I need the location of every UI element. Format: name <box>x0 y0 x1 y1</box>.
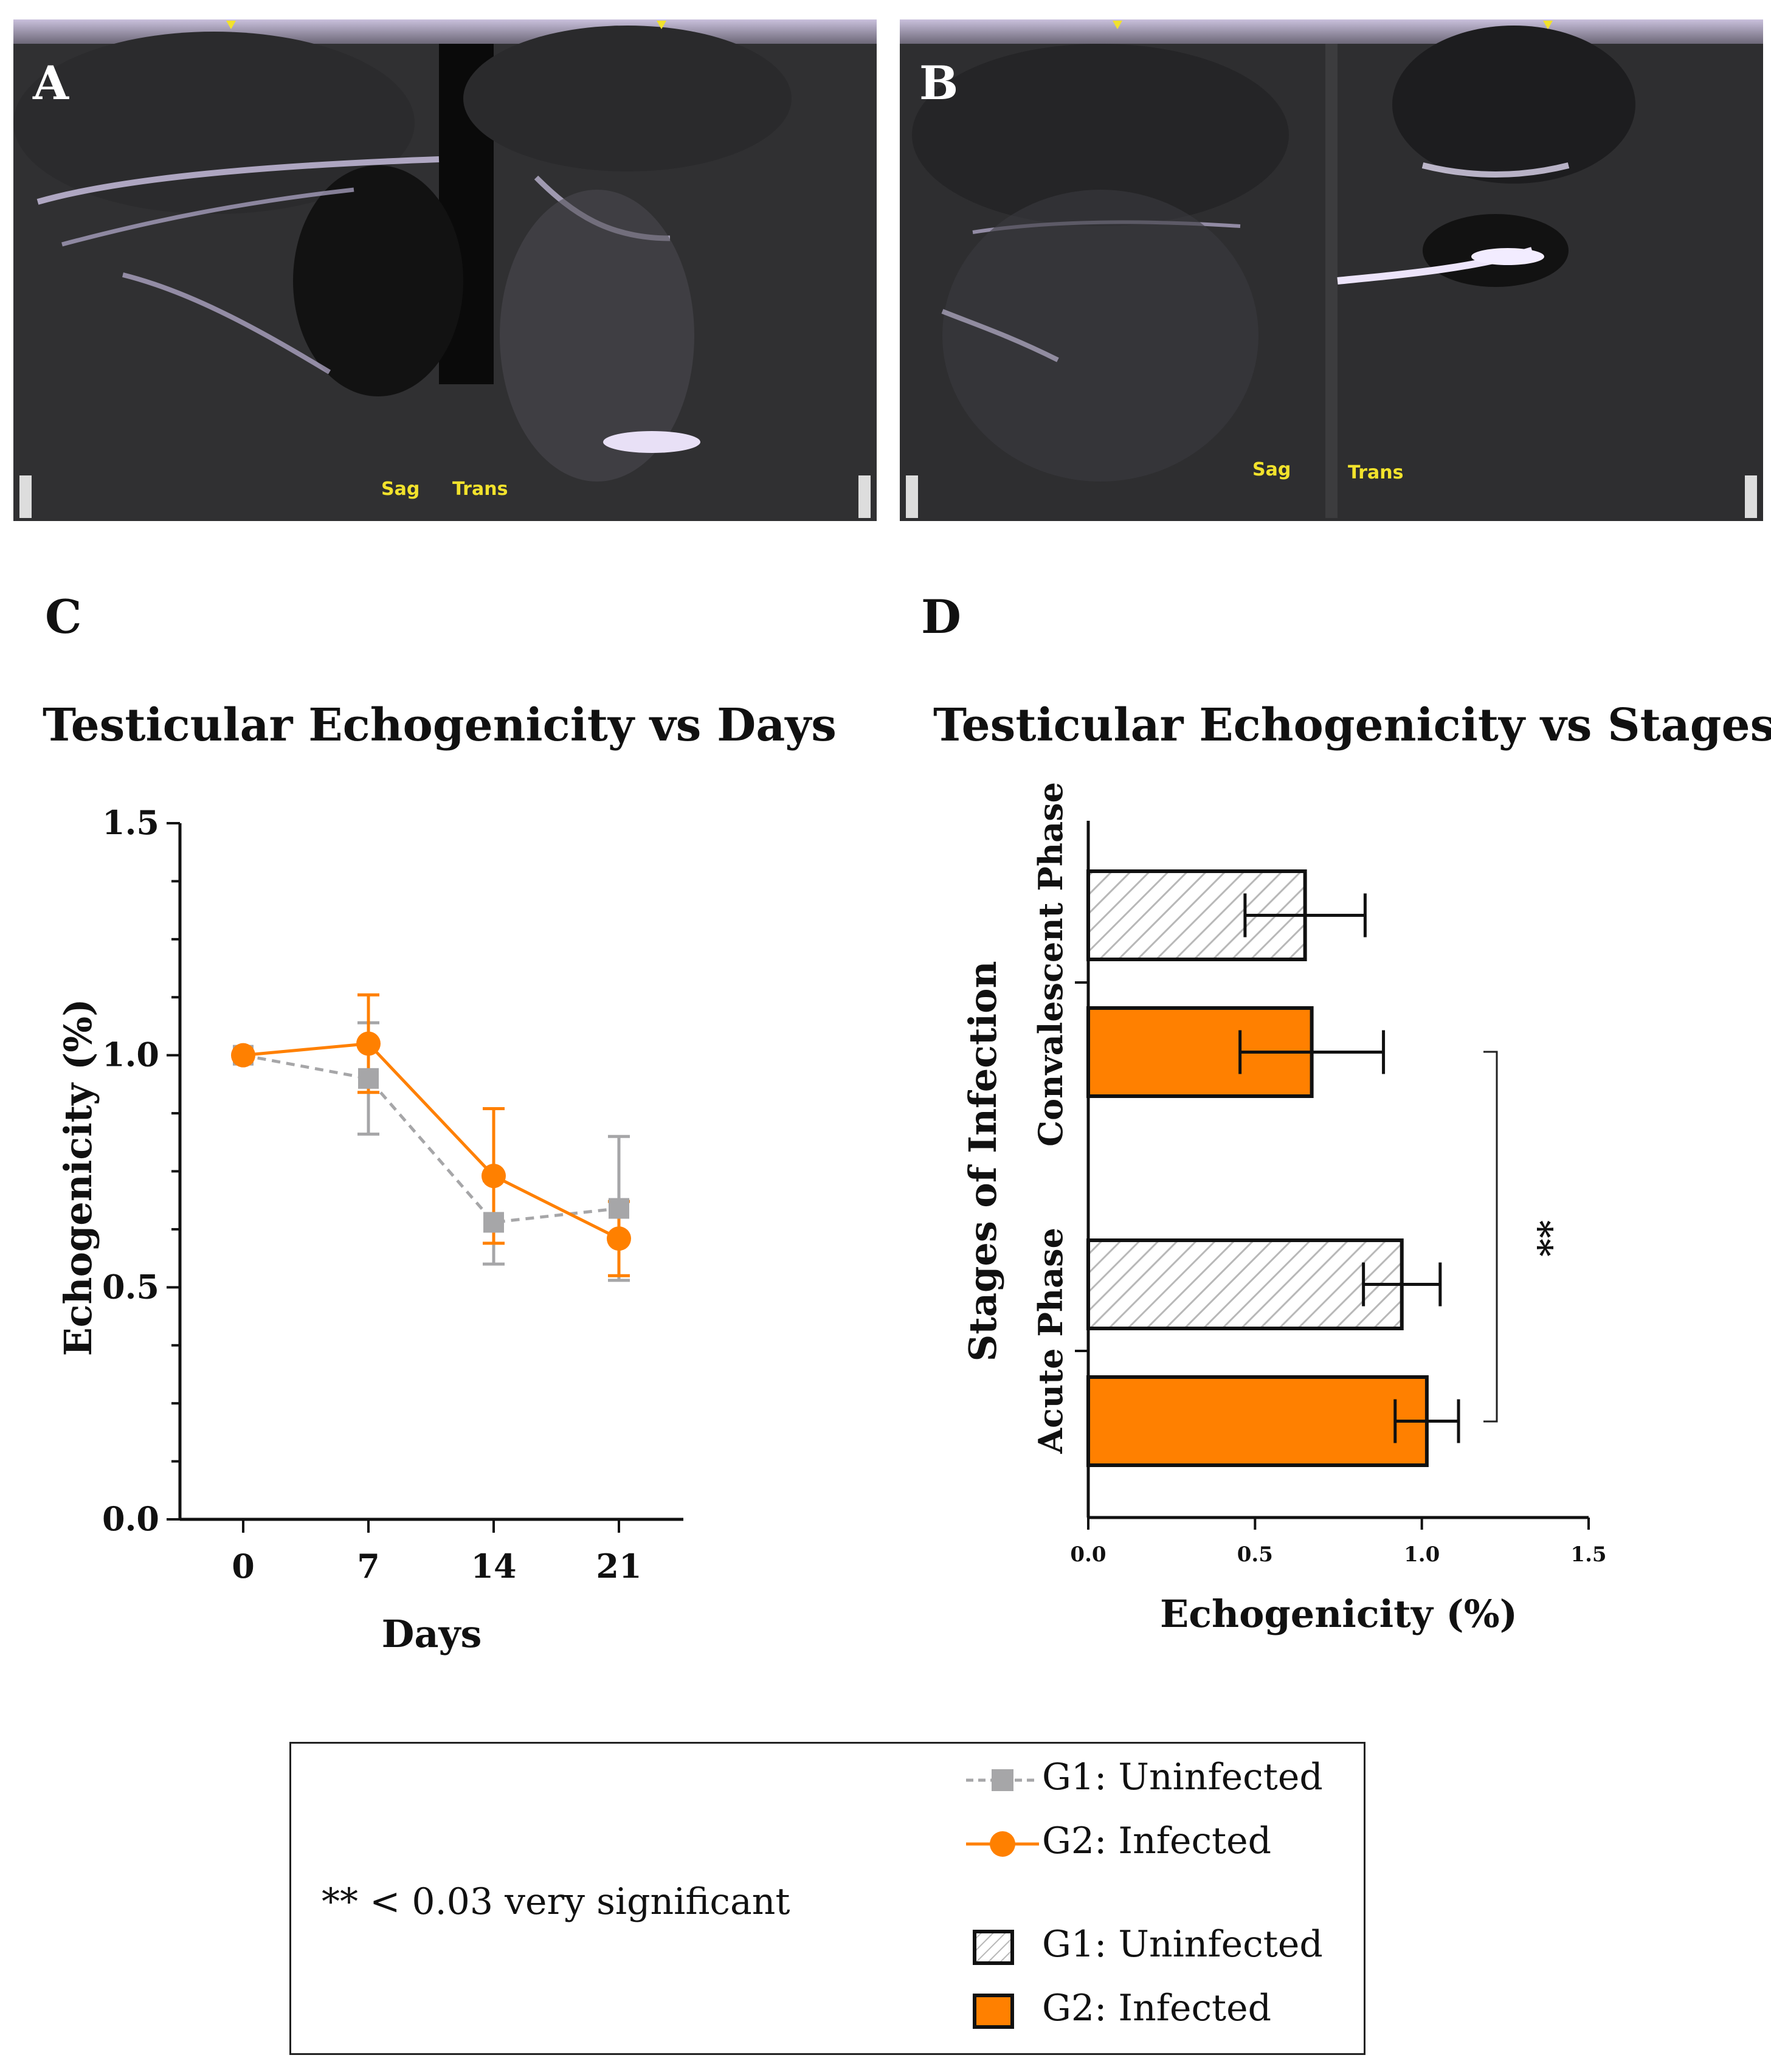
chart-d-x-tick-label: 0.5 <box>1237 1542 1273 1567</box>
ultrasound-image-b <box>900 19 1763 521</box>
legend-bar-infected-label: G2: Infected <box>1042 1987 1272 2029</box>
chart-d-title: Testicular Echogenicity vs Stages <box>933 699 1771 751</box>
chart-c-infected-point <box>356 1031 381 1056</box>
chart-d-y-axis-label: Stages of Infection <box>961 961 1005 1361</box>
trans-label-a: Trans <box>452 478 508 500</box>
chart-c-title: Testicular Echogenicity vs Days <box>43 699 837 751</box>
chart-d-infected-bar <box>1086 1375 1429 1467</box>
trans-label-b: Trans <box>1348 462 1404 483</box>
legend-box: ** < 0.03 very significant G1: Uninfecte… <box>289 1742 1365 2055</box>
chart-c-x-tick-label: 0 <box>232 1547 255 1586</box>
legend-line-infected-label: G2: Infected <box>1042 1820 1272 1862</box>
chart-d-x-axis-label: Echogenicity (%) <box>1160 1592 1517 1636</box>
legend-line-uninfected-swatch <box>966 1769 1039 1791</box>
ultrasound-panel-a: A Sag Trans <box>13 19 877 521</box>
chart-c-y-tick-label: 1.5 <box>102 803 159 842</box>
chart-c-plot: 0.0 0.5 1.0 1.5 0 7 14 21 Days Echogenicity (%) <box>56 803 683 1656</box>
chart-c-y-tick-label: 0.0 <box>102 1499 159 1538</box>
chart-c-y-tick-label: 1.0 <box>102 1035 159 1074</box>
chart-c-uninfected-line <box>243 1054 620 1224</box>
chart-d-category-label: Acute Phase <box>1031 1228 1070 1454</box>
chart-c-infected-point <box>482 1164 506 1189</box>
chart-c-infected-line <box>243 1041 620 1240</box>
chart-c-uninfected-point <box>609 1198 629 1219</box>
chart-c-uninfected-point <box>483 1212 504 1233</box>
chart-c-x-tick-label: 7 <box>357 1547 380 1586</box>
chart-c-x-tick-label: 21 <box>596 1547 641 1586</box>
panel-letter-c: C <box>45 590 82 644</box>
chart-d-category-label: Convalescent Phase <box>1031 782 1070 1147</box>
chart-d-significance-bracket <box>1483 1051 1498 1423</box>
chart-c-x-axis-label: Days <box>382 1612 482 1656</box>
chart-c-y-tick-label: 0.5 <box>102 1267 159 1306</box>
ultrasound-image-a <box>13 19 877 521</box>
legend-line-uninfected-label: G1: Uninfected <box>1042 1756 1323 1798</box>
significance-note: ** < 0.03 very significant <box>322 1880 790 1923</box>
chart-c-infected-point <box>607 1226 631 1251</box>
chart-d-x-tick-label: 1.5 <box>1570 1542 1606 1567</box>
chart-c-y-axis-label: Echogenicity (%) <box>56 998 100 1356</box>
legend-bar-uninfected-swatch <box>973 1930 1014 1965</box>
sag-label-a: Sag <box>381 478 420 500</box>
legend-bar-infected-swatch <box>973 1994 1014 2029</box>
chart-c-uninfected-point <box>358 1068 379 1089</box>
chart-d-x-tick-label: 0.0 <box>1070 1542 1106 1567</box>
legend-line-infected-swatch <box>966 1831 1039 1857</box>
panel-letter-b: B <box>919 56 959 110</box>
chart-d-plot: 0.0 0.5 1.0 1.5 Echogenicity (%) Convalescent… <box>961 782 1607 1636</box>
chart-c-infected-point <box>231 1043 255 1068</box>
chart-d-uninfected-bar <box>1086 1238 1404 1330</box>
sag-label-b: Sag <box>1252 459 1291 480</box>
legend-bar-uninfected-label: G1: Uninfected <box>1042 1923 1323 1966</box>
panel-letter-d: D <box>921 590 961 644</box>
chart-d-significance-marker: ** <box>1519 1220 1560 1257</box>
ultrasound-panel-b: B Sag Trans <box>900 19 1763 521</box>
chart-c-x-tick-label: 14 <box>471 1547 516 1586</box>
chart-d-x-tick-label: 1.0 <box>1404 1542 1440 1567</box>
panel-letter-a: A <box>33 56 69 110</box>
